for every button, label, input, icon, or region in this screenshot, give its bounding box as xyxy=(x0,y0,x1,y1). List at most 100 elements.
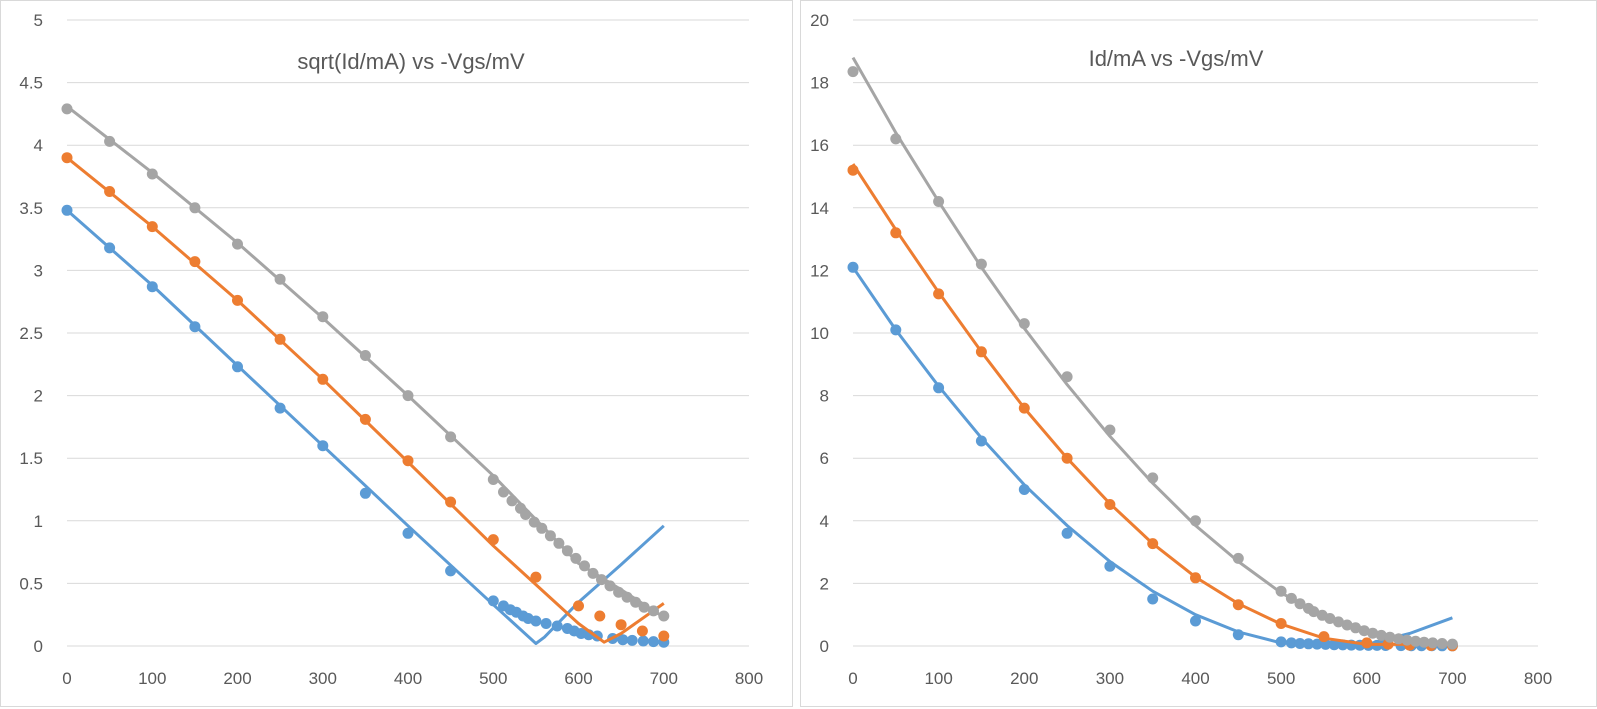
data-point xyxy=(498,486,509,498)
data-point xyxy=(1147,472,1159,484)
data-point xyxy=(613,586,625,598)
data-point xyxy=(530,571,542,583)
data-point xyxy=(232,238,243,250)
data-point xyxy=(1308,606,1320,618)
data-point xyxy=(359,487,371,499)
data-point xyxy=(637,635,649,647)
data-point xyxy=(317,311,329,323)
data-point xyxy=(402,390,414,402)
data-point xyxy=(621,591,633,603)
x-tick-label: 700 xyxy=(650,669,678,688)
data-point xyxy=(61,152,73,164)
data-point xyxy=(1232,599,1244,611)
data-point xyxy=(1401,634,1413,646)
data-point xyxy=(359,413,371,425)
x-tick-label: 500 xyxy=(479,669,507,688)
data-point xyxy=(847,261,859,273)
x-tick-label: 800 xyxy=(735,669,763,688)
data-point xyxy=(1446,638,1458,650)
data-point xyxy=(189,256,201,268)
y-tick-label: 0 xyxy=(820,637,829,656)
y-tick-label: 2.5 xyxy=(19,324,43,343)
data-point xyxy=(359,350,371,361)
y-tick-label: 10 xyxy=(810,324,829,343)
data-point xyxy=(847,66,859,78)
data-point xyxy=(1358,625,1370,637)
y-tick-label: 4 xyxy=(34,136,43,155)
x-tick-label: 400 xyxy=(394,669,422,688)
x-tick-label: 600 xyxy=(1353,669,1381,688)
data-point xyxy=(847,164,859,176)
x-tick-label: 700 xyxy=(1438,669,1466,688)
trendline-blue xyxy=(851,266,1453,648)
data-point xyxy=(445,431,457,443)
data-point xyxy=(596,574,607,586)
data-point xyxy=(1018,484,1030,495)
data-point xyxy=(1190,615,1201,627)
data-point xyxy=(1436,638,1448,649)
x-tick-label: 0 xyxy=(62,669,71,688)
y-tick-label: 2 xyxy=(820,574,829,593)
data-point xyxy=(487,534,499,546)
series-orange xyxy=(61,152,670,644)
data-point xyxy=(1367,627,1379,639)
y-tick-label: 3.5 xyxy=(19,199,43,218)
data-point xyxy=(146,221,158,233)
data-point xyxy=(317,373,329,385)
data-point xyxy=(1311,638,1323,650)
x-tick-label: 0 xyxy=(848,669,857,688)
data-point xyxy=(445,565,457,577)
x-tick-label: 200 xyxy=(1010,669,1038,688)
data-point xyxy=(573,600,584,612)
data-point xyxy=(890,324,902,336)
data-point xyxy=(1324,613,1336,624)
data-point xyxy=(1190,515,1201,527)
data-point xyxy=(1294,598,1306,610)
data-point xyxy=(232,294,243,306)
trendline-orange xyxy=(66,156,665,644)
y-tick-label: 5 xyxy=(34,11,43,30)
series-blue xyxy=(61,204,670,648)
data-point xyxy=(487,595,499,607)
y-tick-label: 2 xyxy=(34,387,43,406)
data-point xyxy=(1341,619,1353,631)
data-point xyxy=(540,618,552,629)
data-point xyxy=(933,288,945,300)
data-point xyxy=(1328,639,1340,651)
data-point xyxy=(648,636,659,648)
chart-title: Id/mA vs -Vgs/mV xyxy=(1089,46,1264,71)
series-gray xyxy=(847,56,1458,650)
data-point xyxy=(104,135,116,147)
data-point xyxy=(1303,638,1314,650)
y-tick-label: 20 xyxy=(810,11,829,30)
data-point xyxy=(1104,424,1116,436)
trendline-gray xyxy=(66,105,665,619)
data-point xyxy=(1350,622,1362,634)
data-point xyxy=(536,522,548,534)
data-point xyxy=(1285,637,1297,649)
data-point xyxy=(1275,585,1287,597)
data-point xyxy=(1061,527,1073,539)
data-point xyxy=(528,516,540,528)
data-point xyxy=(890,133,902,145)
data-point xyxy=(61,103,73,115)
data-point xyxy=(544,530,556,542)
y-tick-label: 6 xyxy=(820,449,829,468)
series-orange xyxy=(847,163,1458,652)
data-point xyxy=(975,346,987,358)
data-point xyxy=(1018,402,1030,414)
trendline-blue xyxy=(66,209,665,645)
data-point xyxy=(1294,638,1306,649)
data-point xyxy=(1392,633,1404,645)
data-point xyxy=(638,601,650,613)
data-point xyxy=(626,634,638,646)
data-point xyxy=(1375,629,1387,641)
data-point xyxy=(402,455,414,467)
data-point xyxy=(1275,618,1287,629)
data-point xyxy=(617,634,629,646)
y-tick-label: 12 xyxy=(810,261,829,280)
data-point xyxy=(1427,637,1439,649)
y-tick-label: 16 xyxy=(810,136,829,155)
data-point xyxy=(232,361,243,373)
